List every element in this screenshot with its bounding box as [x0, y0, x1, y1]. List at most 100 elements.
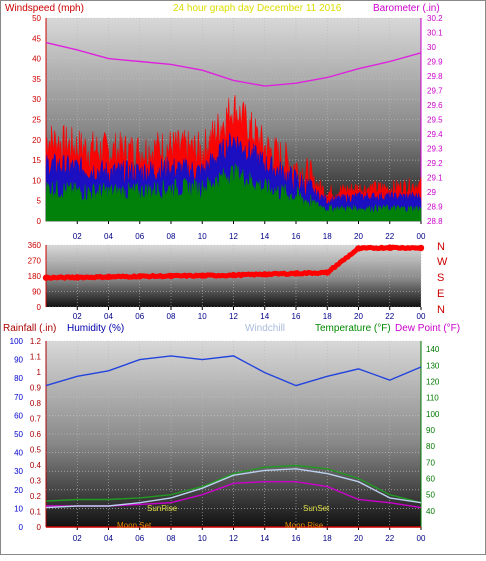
barometer-ytick-label: 29.4: [427, 130, 443, 139]
direction-x-tick-label: 10: [198, 312, 207, 321]
wind-low-series: [45, 163, 422, 222]
wind-x-tick-label: 06: [135, 232, 144, 241]
sunset-label: SunSet: [303, 504, 330, 513]
humidity-x-tick-label: 00: [417, 534, 426, 543]
rain-ytick-label: 0.9: [30, 384, 42, 393]
wind-x-tick-label: 22: [385, 232, 394, 241]
rain-ytick-label: 0.5: [30, 446, 42, 455]
wind-ytick-label: 10: [32, 176, 41, 185]
barometer-ytick-label: 29.1: [427, 174, 443, 183]
humidity-ytick-label: 70: [14, 393, 23, 402]
temperature-ytick-label: 110: [426, 394, 439, 403]
wind-ytick-label: 15: [32, 156, 41, 165]
humidity-ytick-label: 80: [14, 374, 23, 383]
temperature-series: [45, 464, 422, 504]
wind-ytick-label: 40: [32, 55, 41, 64]
direction-ytick-label: 270: [28, 257, 42, 266]
wind-x-tick-label: 14: [260, 232, 269, 241]
humidity-ytick-label: 50: [14, 430, 23, 439]
humidity-ytick-label: 40: [14, 449, 23, 458]
compass-label-n-top: N: [437, 241, 445, 253]
direction-x-tick-label: 00: [417, 312, 426, 321]
wind-x-tick-label: 20: [354, 232, 363, 241]
barometer-ytick-label: 30: [427, 43, 436, 52]
direction-ytick-label: 360: [28, 241, 42, 250]
direction-x-tick-label: 02: [73, 312, 82, 321]
compass-label-n-bottom: N: [437, 304, 445, 316]
rain-ytick-label: 0.1: [30, 508, 42, 517]
direction-x-tick-label: 22: [385, 312, 394, 321]
rain-ytick-label: 0.8: [30, 399, 42, 408]
dewpoint-title: Dew Point (°F): [395, 323, 460, 334]
humidity-x-tick-label: 10: [198, 534, 207, 543]
barometer-ytick-label: 29.3: [427, 145, 443, 154]
direction-x-tick-label: 04: [104, 312, 113, 321]
rain-ytick-label: 1.1: [30, 353, 42, 362]
rain-ytick-label: 0.2: [30, 492, 42, 501]
humidity-ytick-label: 0: [19, 523, 24, 532]
humidity-x-tick-label: 08: [167, 534, 176, 543]
compass-label-w: W: [437, 256, 448, 268]
temperature-ytick-label: 70: [426, 458, 435, 467]
temperature-ytick-label: 90: [426, 426, 435, 435]
humidity-series: [45, 355, 422, 387]
direction-ytick-label: 0: [37, 303, 42, 312]
rainfall-title: Rainfall (.in): [3, 323, 56, 334]
windspeed-title: Windspeed (mph): [5, 3, 84, 14]
rain-ytick-label: 1.2: [30, 337, 42, 346]
rain-ytick-label: 0.4: [30, 461, 42, 470]
wind-ytick-label: 35: [32, 75, 41, 84]
wind-ytick-label: 30: [32, 95, 41, 104]
humidity-x-tick-label: 16: [292, 534, 301, 543]
humidity-ytick-label: 100: [10, 337, 24, 346]
humidity-ytick-label: 90: [14, 356, 23, 365]
wind-x-tick-label: 00: [417, 232, 426, 241]
barometer-ytick-label: 29.5: [427, 116, 443, 125]
barometer-ytick-label: 29.7: [427, 87, 443, 96]
wind-ytick-label: 25: [32, 116, 41, 125]
wind-x-tick-label: 08: [167, 232, 176, 241]
wind-ytick-label: 5: [37, 197, 42, 206]
barometer-ytick-label: 30.2: [427, 14, 443, 23]
wind-x-tick-label: 12: [229, 232, 238, 241]
temperature-title: Temperature (°F): [315, 323, 391, 334]
direction-x-tick-label: 08: [167, 312, 176, 321]
temperature-ytick-label: 100: [426, 410, 440, 419]
rain-ytick-label: 0.6: [30, 430, 42, 439]
humidity-ytick-label: 60: [14, 411, 23, 420]
barometer-ytick-label: 29.8: [427, 72, 443, 81]
compass-label-e: E: [437, 288, 444, 300]
barometer-ytick-label: 28.9: [427, 203, 443, 212]
direction-point: [416, 245, 422, 251]
humidity-x-tick-label: 14: [260, 534, 269, 543]
humidity-x-tick-label: 20: [354, 534, 363, 543]
wind-x-tick-label: 02: [73, 232, 82, 241]
moonrise-label: Moon Rise: [285, 521, 324, 530]
wind-ytick-label: 45: [32, 34, 41, 43]
direction-ytick-label: 180: [28, 272, 42, 281]
wind-x-tick-label: 18: [323, 232, 332, 241]
humidity-title: Humidity (%): [67, 323, 124, 334]
windchill-title: Windchill: [245, 323, 285, 334]
rain-ytick-label: 0.3: [30, 477, 42, 486]
compass-label-s: S: [437, 272, 444, 284]
rain-ytick-label: 0.7: [30, 415, 42, 424]
barometer-ytick-label: 28.8: [427, 217, 443, 226]
humidity-ytick-label: 10: [14, 504, 23, 513]
barometer-title: Barometer (.in): [373, 3, 440, 14]
wind-ytick-label: 0: [37, 217, 42, 226]
direction-x-tick-label: 20: [354, 312, 363, 321]
barometer-ytick-label: 29.6: [427, 101, 443, 110]
humidity-x-tick-label: 18: [323, 534, 332, 543]
humidity-x-tick-label: 06: [135, 534, 144, 543]
windchill-series: [45, 468, 422, 509]
wind-x-tick-label: 04: [104, 232, 113, 241]
temperature-ytick-label: 60: [426, 474, 435, 483]
direction-x-tick-label: 16: [292, 312, 301, 321]
barometer-ytick-label: 29: [427, 188, 436, 197]
direction-x-tick-label: 14: [260, 312, 269, 321]
temperature-ytick-label: 130: [426, 361, 440, 370]
humidity-x-tick-label: 02: [73, 534, 82, 543]
